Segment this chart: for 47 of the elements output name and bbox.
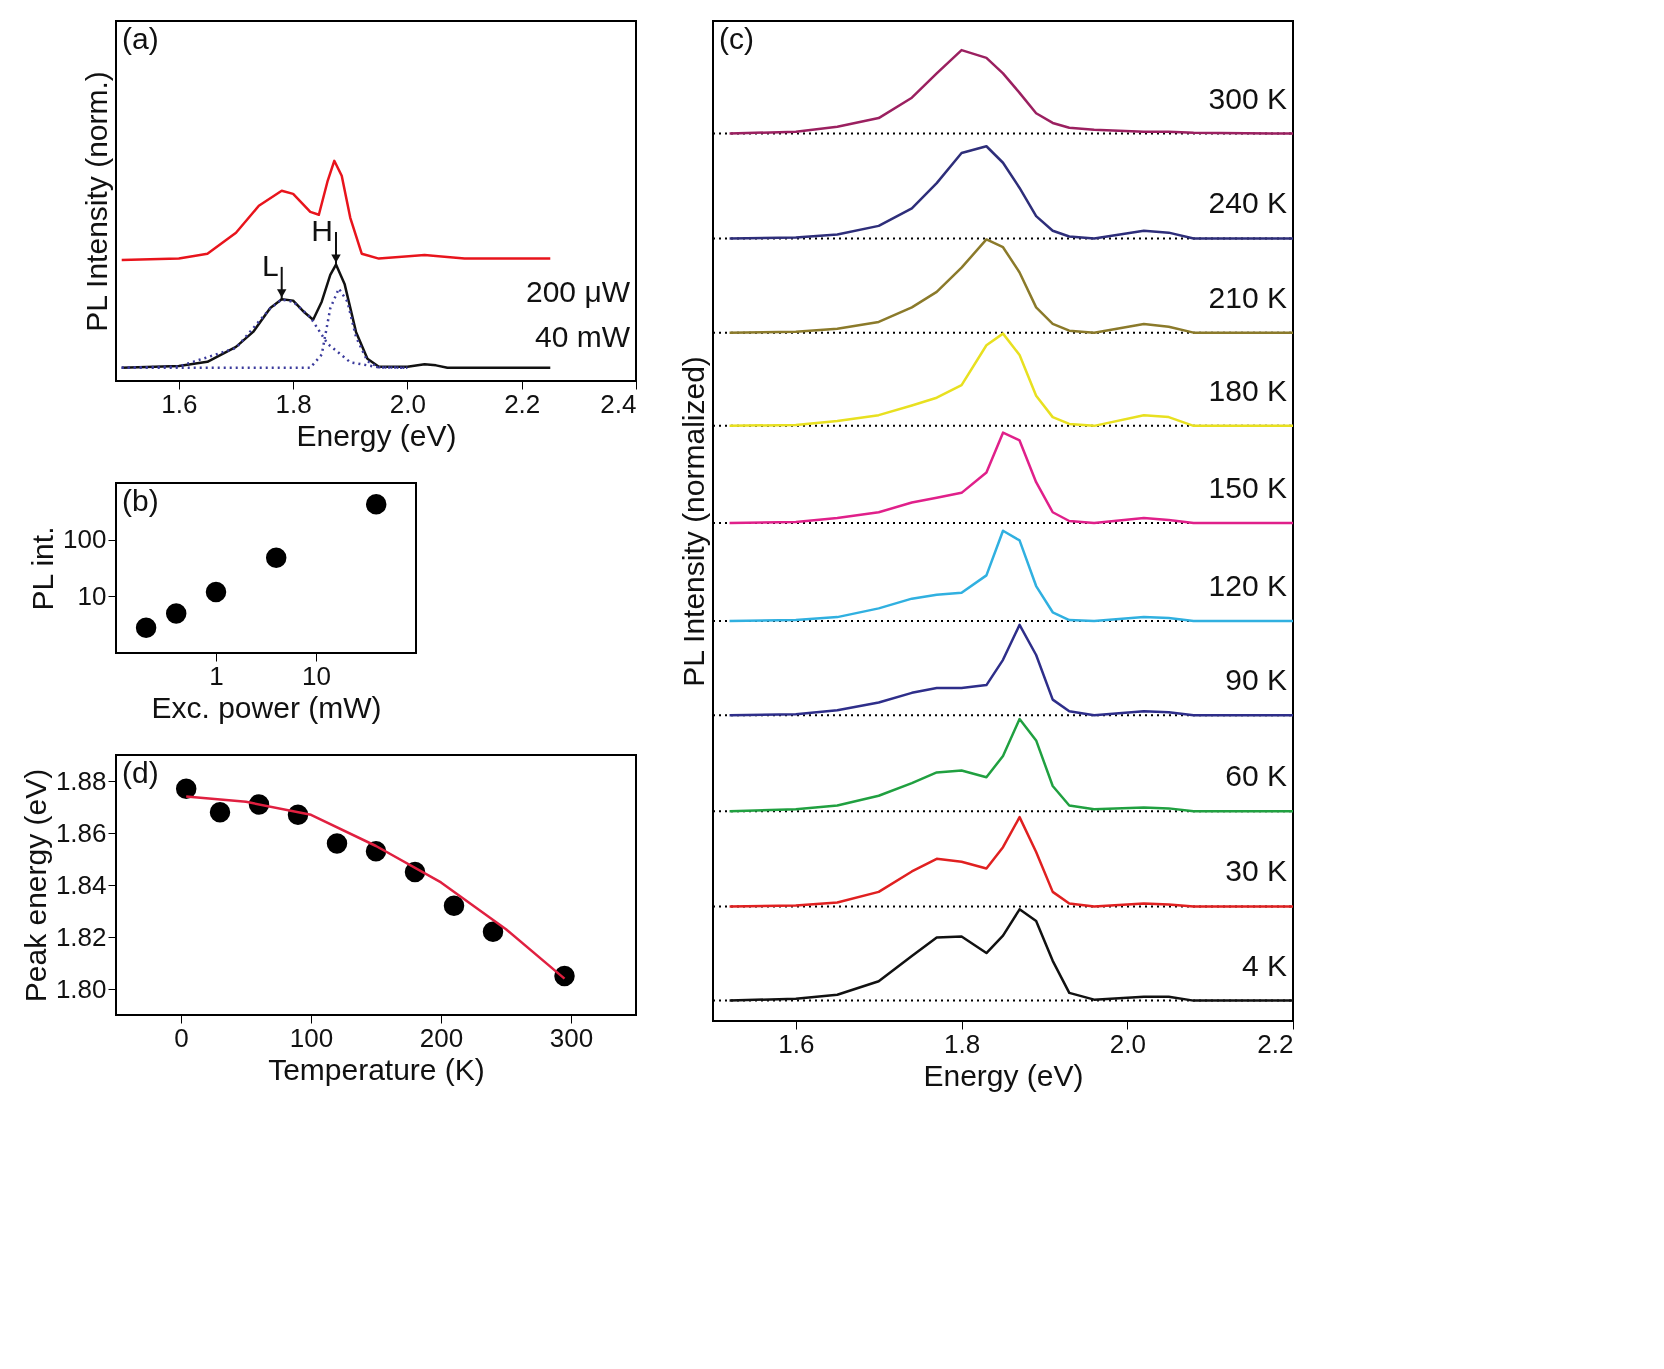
series-label: 60 K [1225,759,1287,793]
y-tick-label: 100 [63,524,107,555]
y-tick-label: 10 [77,580,107,611]
series-label: 150 K [1208,470,1287,504]
y-axis-title: PL Intensity (norm.) [79,71,113,332]
series-label: 40 mW [534,319,631,353]
series-label: 90 K [1225,663,1287,697]
x-tick-label: 1.8 [943,1028,981,1059]
x-axis-title: Temperature (K) [268,1052,485,1086]
annotation: (c) [719,22,754,55]
x-tick-label: 1.8 [275,388,312,419]
text: (a) [122,22,159,55]
x-tick-label: 1.6 [161,388,198,419]
x-tick-label: 2.2 [504,388,541,419]
series-label: 240 K [1208,186,1287,220]
series-label: 300 K [1208,81,1287,115]
series-label: 180 K [1208,373,1287,407]
y-tick-label: 1.88 [55,765,107,796]
x-axis-title: Exc. power (mW) [151,690,382,724]
x-tick-label: 2.2 [1257,1028,1294,1059]
x-tick-label: 0 [174,1022,189,1053]
series-label: 200 μW [526,274,631,308]
annotation: L [262,248,279,282]
x-tick-label: 2.0 [389,388,427,419]
annotation: (b) [122,484,159,517]
y-tick-label: 1.84 [55,869,107,900]
x-tick-label: 300 [549,1022,594,1053]
series-label: 4 K [1241,948,1287,982]
x-tick-label: 1 [209,660,224,691]
series-label: 210 K [1208,280,1287,314]
x-tick-label: 1.6 [778,1028,815,1059]
x-tick-label: 2.0 [1109,1028,1146,1059]
x-tick-label: 200 [419,1022,464,1053]
annotation: (d) [122,756,159,789]
y-axis-title: PL Intensity (normalized) [676,356,710,687]
x-tick-label: 2.4 [600,388,637,419]
y-tick-label: 1.80 [55,973,107,1004]
series-label: 120 K [1208,569,1287,602]
x-axis-title: Energy (eV) [923,1058,1084,1092]
annotation: H [311,214,333,248]
x-axis-title: Energy (eV) [296,418,457,452]
y-axis-title: PL int. [26,526,60,611]
x-tick-label: 100 [289,1022,334,1053]
y-tick-label: 1.86 [55,817,107,848]
y-tick-label: 1.82 [55,921,107,952]
y-axis-title: Peak energy (eV) [18,768,52,1003]
series-label: 30 K [1225,854,1287,888]
